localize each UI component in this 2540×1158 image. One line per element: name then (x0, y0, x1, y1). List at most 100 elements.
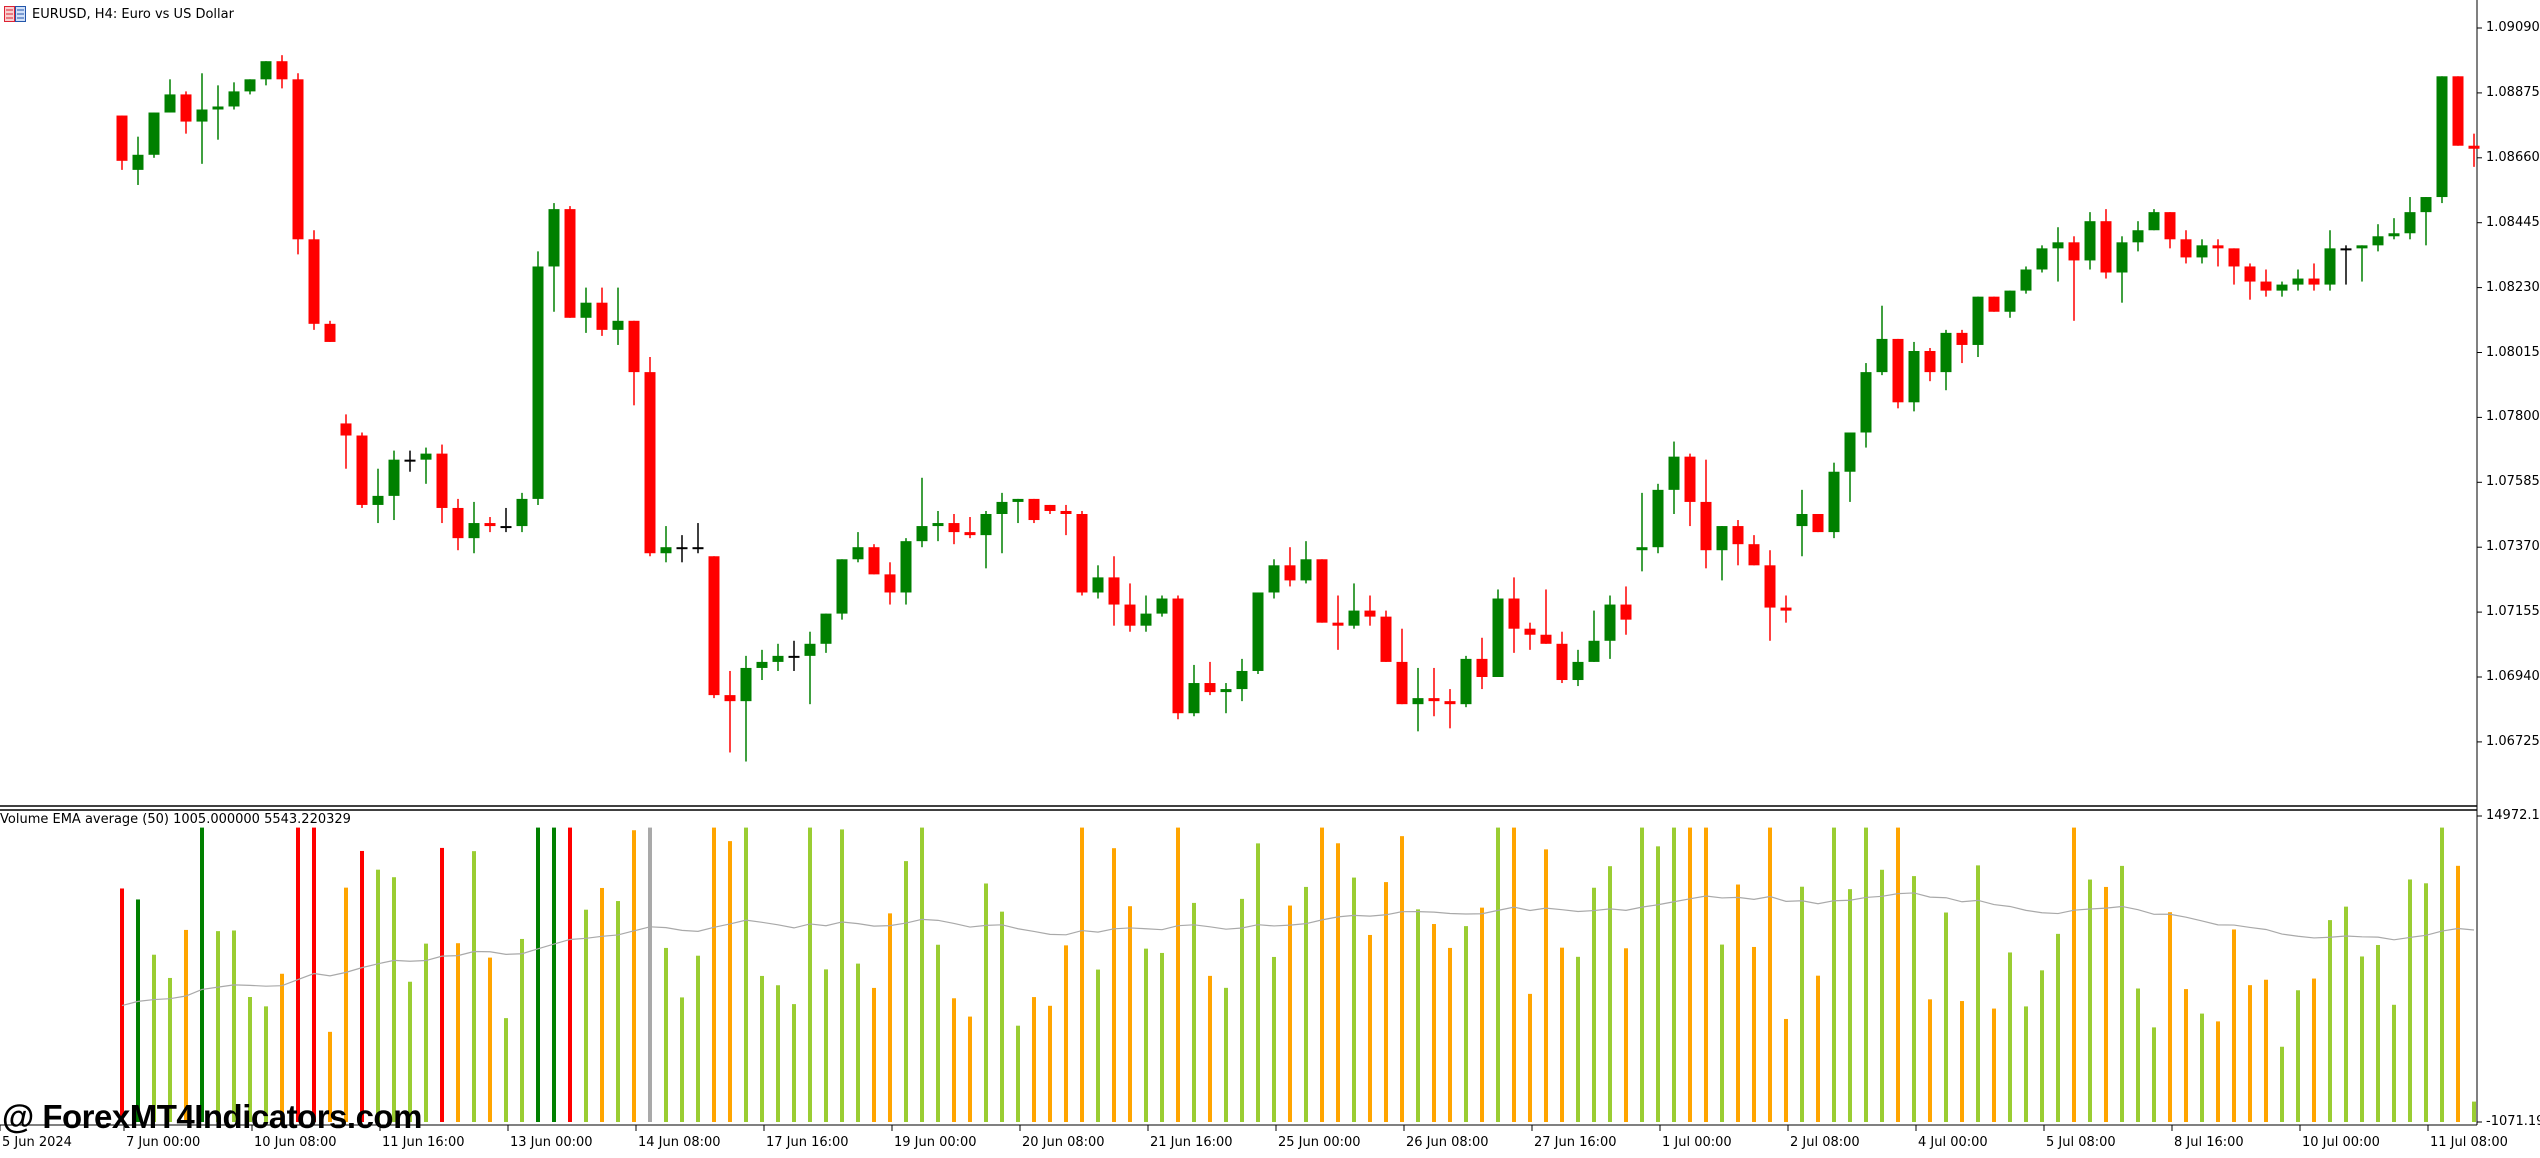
candle (164, 79, 176, 113)
candle (2420, 197, 2432, 246)
volume-bar (408, 981, 412, 1122)
candle (2100, 209, 2112, 279)
candle (340, 414, 352, 469)
volume-bar (216, 931, 220, 1122)
candle (1396, 628, 1408, 705)
candle (916, 477, 928, 548)
candle (1780, 595, 1792, 623)
candle (404, 450, 416, 472)
volume-bar (360, 850, 364, 1122)
candle (1060, 504, 1072, 536)
volume-bar (264, 1006, 268, 1122)
price-tick-label: 1.06725 (2486, 733, 2540, 749)
candle (1796, 489, 1808, 557)
candle (1924, 347, 1936, 382)
volume-bar (1704, 827, 1708, 1122)
volume-bar (312, 827, 316, 1122)
volume-bar (1384, 882, 1388, 1122)
candle (2180, 230, 2192, 264)
volume-bar (792, 1004, 796, 1122)
candle (1236, 658, 1248, 702)
volume-bar (824, 969, 828, 1122)
time-tick-label: 21 Jun 16:00 (1150, 1135, 1233, 1150)
volume-bar (1016, 1025, 1020, 1122)
price-tick-label: 1.07585 (2486, 474, 2540, 490)
candle (132, 136, 144, 185)
volume-bar (2088, 879, 2092, 1122)
candle (788, 640, 800, 671)
volume-bar (2456, 865, 2460, 1122)
time-tick-label: 5 Jul 08:00 (2046, 1135, 2116, 1150)
candle (772, 643, 784, 671)
candle (628, 320, 640, 406)
time-tick-label: 26 Jun 08:00 (1406, 1135, 1489, 1150)
volume-bar (1224, 987, 1228, 1122)
volume-bar (328, 1031, 332, 1122)
chart-window-icon (4, 6, 26, 22)
volume-bar (184, 929, 188, 1122)
candle (2276, 281, 2288, 297)
volume-bar (1256, 843, 1260, 1122)
volume-bar (232, 930, 236, 1122)
volume-bar (2216, 1021, 2220, 1122)
volume-bar (392, 877, 396, 1122)
volume-bar (984, 883, 988, 1122)
time-tick-label: 7 Jun 00:00 (126, 1135, 201, 1150)
price-tick-label: 1.07370 (2486, 539, 2540, 555)
candle (964, 517, 976, 539)
volume-ema-line (121, 892, 2475, 1007)
volume-bar (952, 998, 956, 1122)
candle (356, 432, 368, 508)
volume-bar (776, 985, 780, 1122)
candle (2132, 221, 2144, 252)
time-tick-label: 20 Jun 08:00 (1022, 1135, 1105, 1150)
volume-bar (1352, 877, 1356, 1122)
volume-bar (2184, 989, 2188, 1122)
candle (1556, 631, 1568, 684)
volume-bar (1576, 956, 1580, 1122)
volume-bar (2024, 1006, 2028, 1122)
candle (1076, 510, 1088, 596)
candle (2004, 290, 2016, 318)
candle (260, 61, 272, 86)
candle (1492, 589, 1504, 677)
volume-bar (1880, 869, 1884, 1122)
candle (1348, 583, 1360, 629)
volume-bar (2072, 827, 2076, 1122)
candle (852, 532, 864, 563)
volume-bar (1960, 1001, 1964, 1122)
candle (1876, 305, 1888, 376)
candle (1044, 504, 1056, 514)
volume-bar (1608, 866, 1612, 1122)
candle (1684, 453, 1696, 527)
candle (644, 357, 656, 557)
candle (740, 655, 752, 762)
volume-bar (1464, 926, 1468, 1122)
chart-title-bar: EURUSD, H4: Euro vs US Dollar (4, 4, 234, 24)
volume-bar (280, 973, 284, 1122)
candle (2404, 197, 2416, 240)
volume-bar (2392, 1004, 2396, 1122)
candle (1316, 559, 1328, 623)
candle (1764, 550, 1776, 641)
candle (1972, 296, 1984, 358)
volume-bar (1848, 889, 1852, 1122)
candle (1700, 459, 1712, 569)
volume-bar (2296, 990, 2300, 1122)
volume-bar (1240, 898, 1244, 1122)
volume-bar (1272, 956, 1276, 1122)
candle (244, 79, 256, 95)
volume-bar (2280, 1046, 2284, 1122)
time-tick-label: 8 Jul 16:00 (2174, 1135, 2244, 1150)
time-tick-label: 5 Jun 2024 (2, 1135, 72, 1150)
candle (2468, 133, 2480, 167)
candle (900, 538, 912, 605)
volume-bar (936, 944, 940, 1122)
candle (948, 513, 960, 545)
candle (1380, 610, 1392, 662)
volume-bar (2200, 1013, 2204, 1122)
candle (2244, 263, 2256, 300)
candle (1892, 338, 1904, 409)
